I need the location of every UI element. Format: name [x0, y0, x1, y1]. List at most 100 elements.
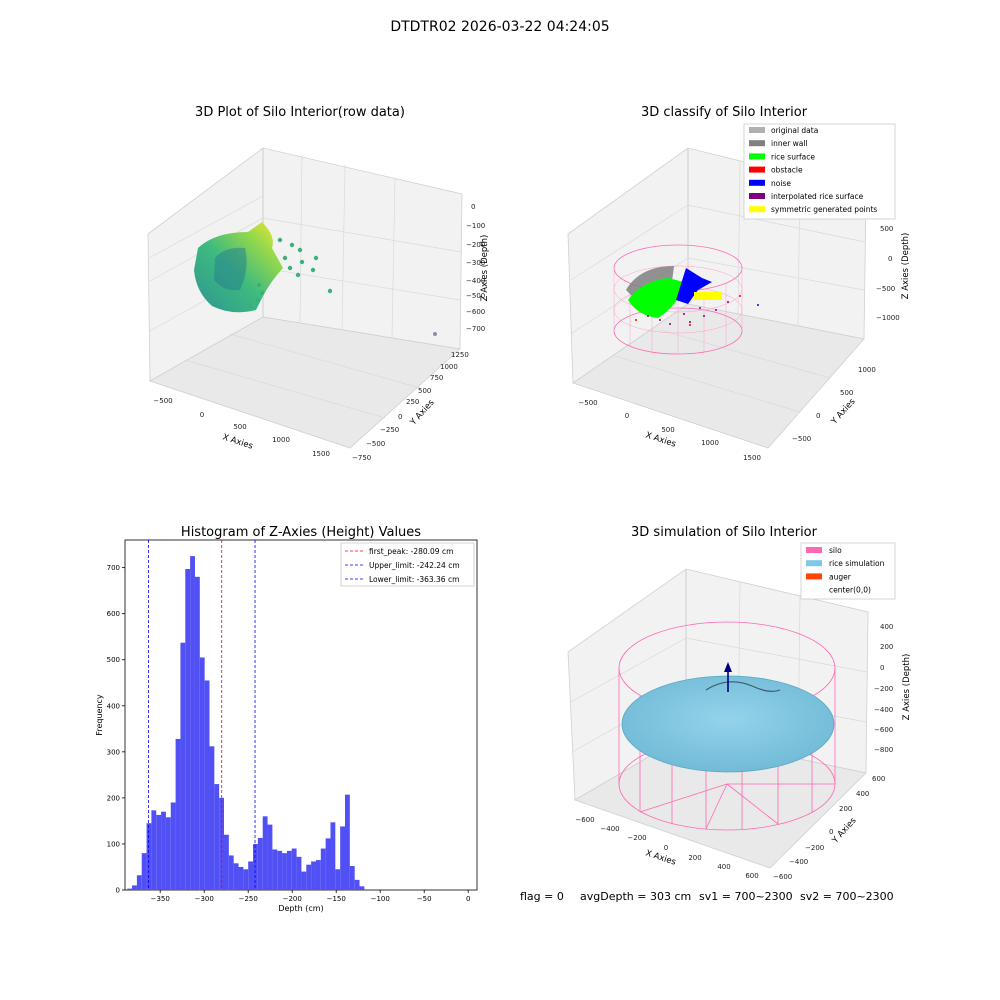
- classify-x-tick: 1500: [743, 454, 761, 462]
- classify-y-label: Y Axies: [829, 396, 858, 427]
- sim-z-tick: 400: [880, 623, 893, 631]
- hist-y-tick-label: 500: [107, 656, 120, 664]
- hist-bar: [320, 848, 326, 890]
- classify-symmetric-points: [694, 292, 722, 300]
- classify-y-tick: 1000: [858, 366, 876, 374]
- hist-bar: [286, 850, 292, 890]
- classify-x-tick: 0: [625, 412, 629, 420]
- raw-x-tick: 1500: [312, 450, 330, 458]
- raw-x-tick: 500: [233, 423, 246, 431]
- hist-x-tick-label: −150: [327, 895, 346, 903]
- footer-avg-depth: avgDepth = 303 cm: [580, 890, 691, 903]
- raw-y-tick: 0: [398, 413, 402, 421]
- hist-bar: [136, 875, 142, 890]
- hist-y-tick-label: 200: [107, 794, 120, 802]
- raw-z-ticks: 0 −100 −200 −300 −400 −500 −600 −700: [466, 203, 485, 333]
- classify-x-tick: −500: [578, 399, 597, 407]
- raw-z-tick: −200: [466, 241, 485, 249]
- hist-x-tick-label: −350: [151, 895, 170, 903]
- hist-bar: [311, 861, 316, 890]
- classify-interp-points: [647, 301, 729, 325]
- hist-x-tick-label: −250: [239, 895, 258, 903]
- classify-x-tick: 1000: [701, 439, 719, 447]
- classify-legend-swatch: [749, 153, 765, 160]
- sim-y-tick: −200: [805, 844, 824, 852]
- raw-x-label: X Axies: [221, 432, 254, 451]
- hist-x-ticks: −350 −300 −250 −200 −150 −100 −50 0: [151, 890, 470, 903]
- hist-x-tick-label: −200: [283, 895, 302, 903]
- hist-bar: [190, 556, 195, 890]
- hist-bar: [315, 860, 321, 890]
- hist-bar: [243, 869, 249, 890]
- classify-y-tick: 500: [840, 389, 853, 397]
- panel-classify-3d: 3D classify of Silo Interior: [567, 105, 911, 462]
- classify-legend-swatch: [749, 206, 765, 213]
- hist-bar: [224, 834, 229, 890]
- sim-x-tick: −600: [575, 816, 594, 824]
- classify-y-tick: −500: [792, 435, 811, 443]
- raw-z-tick: −700: [466, 325, 485, 333]
- sim-z-tick: 200: [880, 643, 893, 651]
- hist-bar: [141, 853, 147, 890]
- sim-z-tick: 0: [880, 664, 884, 672]
- hist-bar: [228, 855, 234, 890]
- classify-legend-label: inner wall: [771, 139, 808, 148]
- hist-bar: [359, 886, 365, 890]
- sim-x-tick: 200: [688, 854, 701, 862]
- hist-bar: [233, 863, 239, 890]
- classify-z-label: Z Axies (Depth): [901, 233, 911, 300]
- footer-sv1: sv1 = 700~2300: [699, 890, 793, 903]
- raw-y-tick: −250: [380, 426, 399, 434]
- hist-bar: [267, 824, 273, 890]
- sim-z-tick: −600: [874, 726, 893, 734]
- raw-z-tick: −300: [466, 259, 485, 267]
- classify-legend-entries: original data inner wall rice surface obsta…: [749, 126, 877, 214]
- raw-far-outlier: [433, 332, 437, 336]
- hist-legend-label: Lower_limit: -363.36 cm: [369, 575, 459, 584]
- classify-z-tick: 0: [888, 255, 892, 263]
- hist-y-tick-label: 100: [107, 840, 120, 848]
- hist-bar: [325, 838, 331, 890]
- hist-y-tick-label: 400: [107, 702, 120, 710]
- hist-bar: [301, 871, 307, 890]
- footer-sv2: sv2 = 700~2300: [800, 890, 894, 903]
- hist-bar: [335, 869, 341, 890]
- hist-bar: [282, 853, 287, 890]
- raw-gridlines: [148, 154, 462, 419]
- sim-legend-label: rice simulation: [829, 559, 885, 568]
- sim-y-tick: 400: [856, 790, 869, 798]
- raw-y-tick: −750: [352, 454, 371, 462]
- hist-title: Histogram of Z-Axies (Height) Values: [181, 525, 421, 540]
- raw-z-tick: −100: [466, 222, 485, 230]
- panel-simulation-3d: 3D simulation of Silo Interior silo rice …: [567, 525, 912, 881]
- classify-z-ticks: 500 0 −500 −1000: [876, 225, 900, 322]
- hist-bar: [306, 864, 312, 890]
- raw-scatter-outliers: [247, 237, 333, 309]
- hist-bar: [345, 794, 350, 890]
- classify-legend-label: symmetric generated points: [771, 205, 877, 214]
- hist-bar: [185, 569, 191, 890]
- hist-bar: [340, 826, 345, 890]
- hist-x-tick-label: −50: [417, 895, 432, 903]
- hist-x-tick-label: 0: [466, 895, 470, 903]
- sim-x-tick: −200: [627, 834, 646, 842]
- raw-z-tick: −400: [466, 277, 485, 285]
- hist-bar: [151, 810, 157, 890]
- hist-bar: [291, 848, 297, 890]
- hist-x-label: Depth (cm): [278, 904, 323, 913]
- hist-bar: [277, 850, 283, 890]
- sim-y-tick: −600: [773, 873, 792, 881]
- sim-legend-swatch: [806, 547, 822, 553]
- sim-y-tick: 600: [872, 775, 885, 783]
- hist-bar: [127, 888, 133, 890]
- sim-x-tick: 600: [745, 872, 758, 880]
- raw-y-tick: 1250: [451, 351, 469, 359]
- classify-floor-pane: [572, 303, 865, 449]
- hist-bar: [330, 822, 336, 890]
- footer-flag: flag = 0: [520, 890, 564, 903]
- hist-bar: [175, 738, 181, 890]
- hist-bar: [214, 784, 220, 890]
- hist-x-tick-label: −300: [195, 895, 214, 903]
- sim-x-tick: −400: [600, 825, 619, 833]
